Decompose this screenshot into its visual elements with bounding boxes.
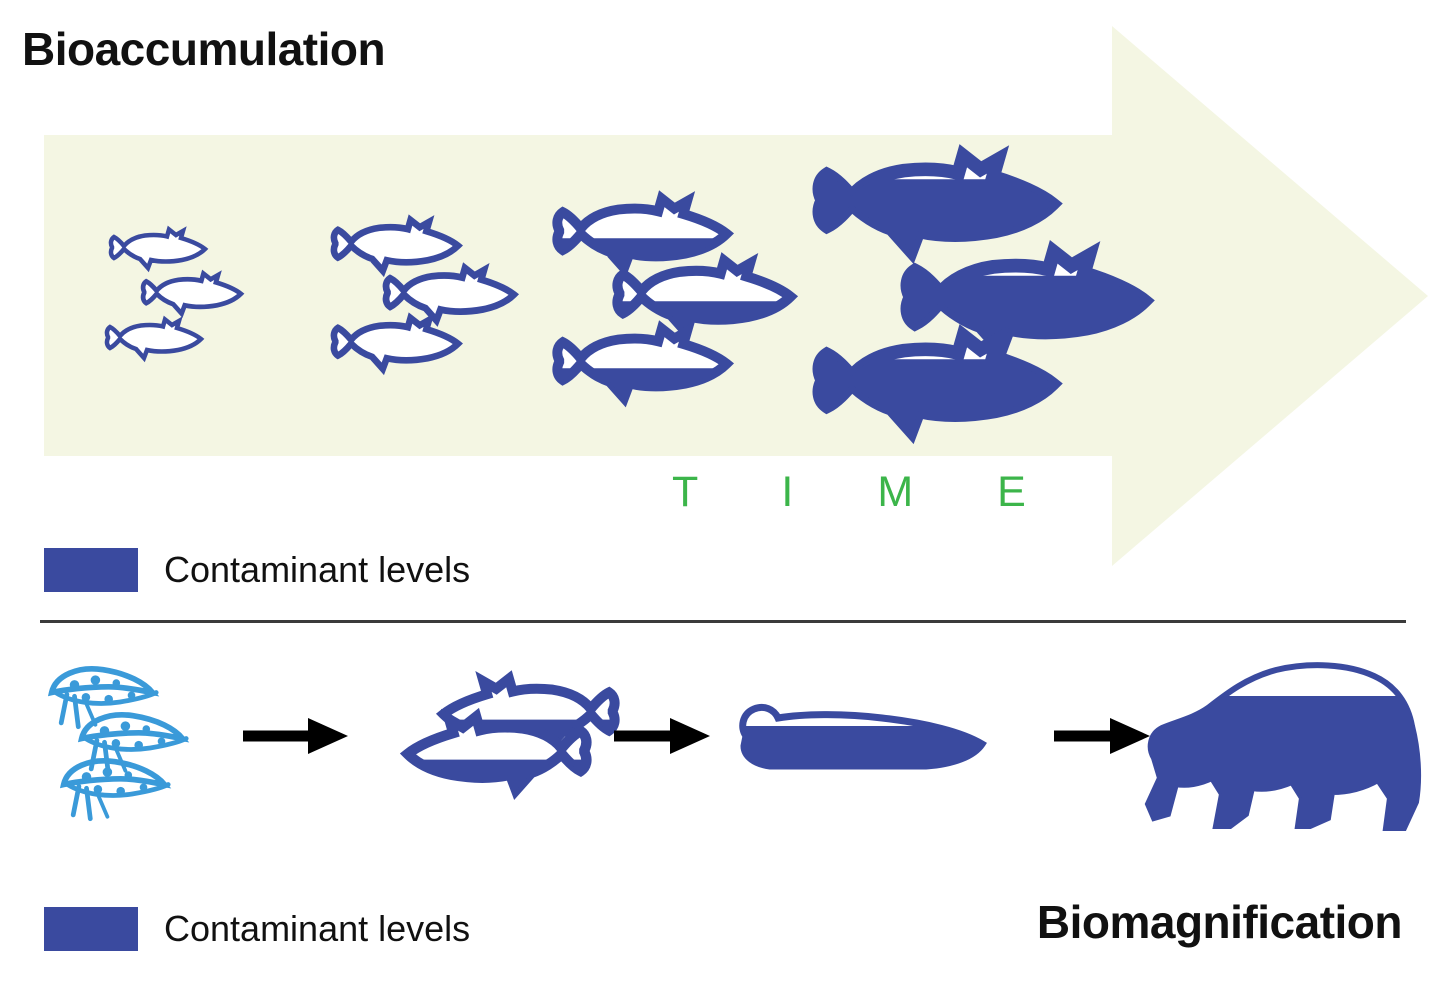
page-title-bioaccumulation: Bioaccumulation bbox=[22, 23, 386, 75]
legend-bioaccumulation: Contaminant levels bbox=[44, 548, 470, 592]
page-title-biomagnification: Biomagnification bbox=[1036, 896, 1403, 948]
panel-divider bbox=[40, 620, 1406, 623]
legend-label: Contaminant levels bbox=[164, 908, 471, 949]
time-axis-label: T I M E bbox=[672, 468, 1062, 516]
legend-label: Contaminant levels bbox=[164, 549, 471, 590]
food-chain-arrow-1 bbox=[243, 718, 348, 754]
food-chain-arrow-3 bbox=[1054, 718, 1150, 754]
legend-biomagnification: Contaminant levels bbox=[44, 907, 470, 951]
food-chain-arrow-2 bbox=[614, 718, 710, 754]
legend-swatch bbox=[44, 548, 138, 592]
legend-swatch bbox=[44, 907, 138, 951]
